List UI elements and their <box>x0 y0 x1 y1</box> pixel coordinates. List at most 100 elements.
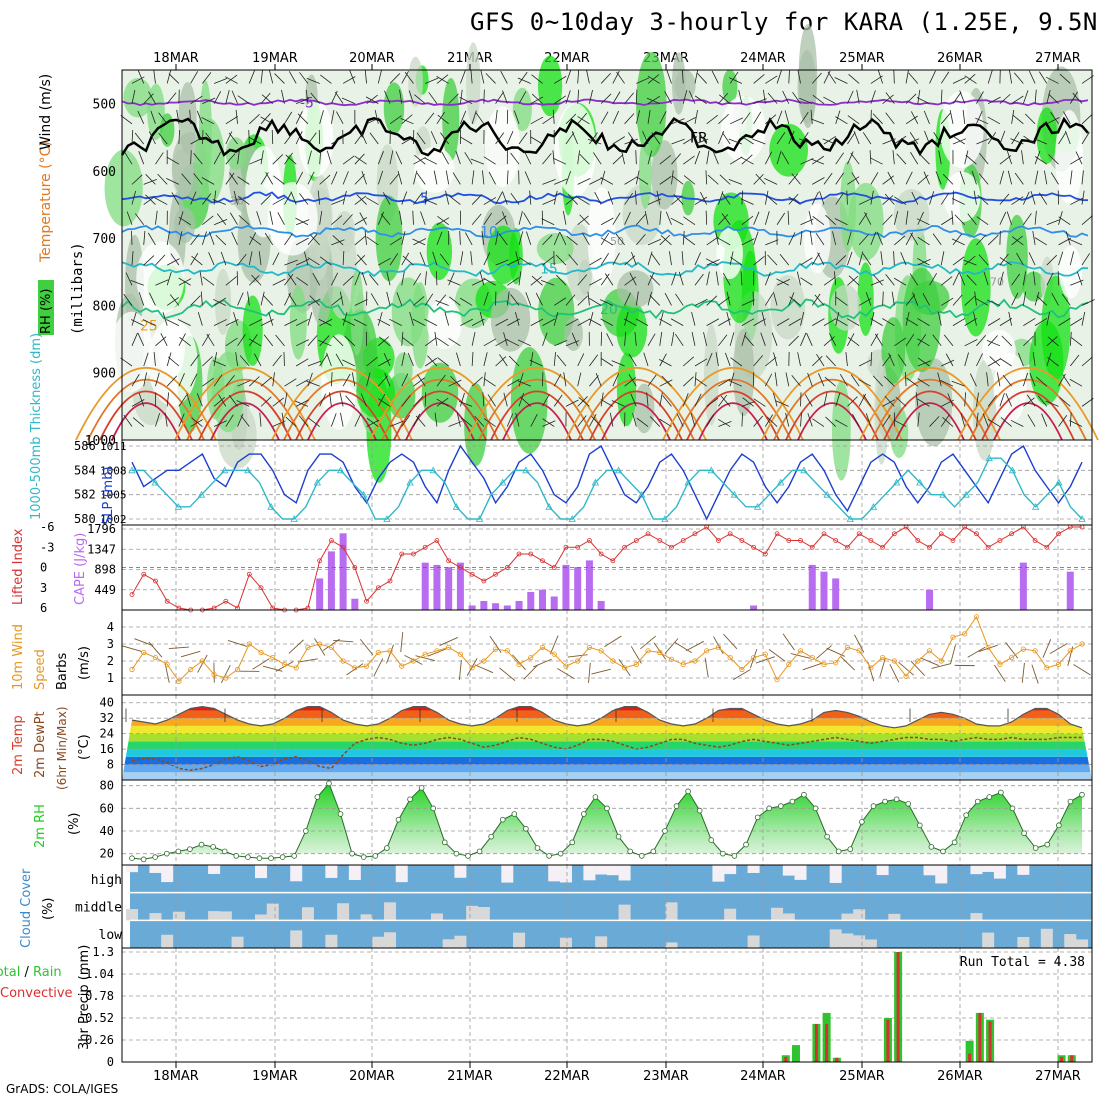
rh-point <box>337 811 344 817</box>
wind-barb <box>556 354 567 367</box>
wind-barb <box>858 251 864 266</box>
precip-rain-bar <box>988 1021 992 1062</box>
temperature-arch <box>773 378 891 441</box>
wind-barb <box>201 231 207 246</box>
wind-barb <box>460 110 467 124</box>
wind-barb <box>247 291 250 306</box>
wind-barb <box>1033 271 1036 286</box>
wind-barb <box>600 273 610 286</box>
cloud-clear-cell <box>1017 937 1030 948</box>
cloud-clear-cell <box>853 935 866 948</box>
wind-barb <box>556 274 567 286</box>
wind-barb <box>319 150 322 165</box>
wind-barb <box>460 318 473 326</box>
wind-barb <box>776 150 782 165</box>
wind-barb <box>436 374 446 387</box>
wind-barb <box>681 251 684 266</box>
wind-barb <box>166 92 177 104</box>
wind-barb <box>634 190 637 205</box>
wind-barb <box>395 151 403 165</box>
thickness-marker <box>591 478 600 486</box>
wind-barb <box>356 194 367 205</box>
wind10-axis-label-1: 10m Wind <box>11 624 26 690</box>
wind-barb <box>987 318 1001 326</box>
rh-point <box>221 848 228 855</box>
thickness-marker <box>753 502 762 510</box>
wind-barb <box>377 375 388 387</box>
wind-barb <box>976 335 986 347</box>
wind-barb <box>705 170 708 185</box>
wind-barb <box>600 177 614 185</box>
wind-barb <box>272 197 286 205</box>
wind-barb <box>319 210 323 225</box>
wind-barb <box>213 319 227 326</box>
wind-barb <box>168 73 180 84</box>
wind-barb <box>773 291 778 306</box>
wind-speed-point <box>715 644 722 651</box>
wind-barb <box>380 213 391 225</box>
wind-barb <box>137 70 145 84</box>
rh-shade <box>383 82 405 135</box>
wind-barb <box>417 374 426 387</box>
rh-shade <box>902 267 941 373</box>
rh-point <box>511 811 518 817</box>
wind-barb <box>824 376 836 387</box>
wind-barb <box>847 132 856 145</box>
wind-barb <box>788 69 790 84</box>
wind-barb <box>248 338 262 347</box>
wind-barb <box>870 231 877 246</box>
wind-barb <box>776 70 782 84</box>
rh-point <box>627 848 633 855</box>
wind-barb-10m <box>920 657 939 666</box>
wind-barb <box>1048 154 1059 165</box>
cloud-clear-cell <box>618 904 631 921</box>
wind-barb <box>665 211 672 225</box>
wind-barb <box>1045 76 1059 84</box>
wind-barb <box>664 292 672 306</box>
wind-barb <box>628 374 637 387</box>
cloud-clear-cell <box>1017 865 1030 875</box>
wind-barb <box>259 412 262 427</box>
wind-barb <box>669 251 672 266</box>
wind-barb <box>273 175 285 185</box>
wind-barb <box>436 74 449 84</box>
pressure-tick-label: 800 <box>93 299 116 314</box>
precip-tick-label: 0.52 <box>85 1011 114 1025</box>
wind-barb <box>233 190 238 205</box>
wind-barb <box>694 196 708 205</box>
wind-barb <box>412 318 426 326</box>
rh-shade <box>881 317 906 384</box>
wind-barb-10m <box>733 669 751 681</box>
wind-barb <box>464 152 473 165</box>
wind-barb <box>155 210 158 225</box>
cape-bar <box>597 600 605 610</box>
wind-barb <box>260 376 273 387</box>
wind-barb <box>872 375 883 387</box>
wind-barb <box>694 358 708 367</box>
wind-barb <box>600 93 612 104</box>
thickness-marker <box>336 466 345 474</box>
wind-barb <box>445 190 450 205</box>
wind-barb <box>1010 138 1024 145</box>
wind-barb <box>760 332 766 346</box>
wind-barb <box>741 136 754 145</box>
wind-barb <box>248 334 258 347</box>
temp-line <box>131 705 1083 729</box>
precip-tick-label: 0.78 <box>85 989 114 1003</box>
wind-barb <box>166 231 170 245</box>
dewpoint-line <box>131 736 1082 772</box>
wind-speed-point <box>809 654 815 661</box>
wind-barb <box>517 380 531 387</box>
wind-speed-point <box>833 660 839 666</box>
wind-barb <box>987 358 1001 367</box>
wind-barb <box>835 318 848 326</box>
wind-barb <box>940 112 951 125</box>
wind-barb <box>659 318 672 326</box>
wind-barb <box>835 296 848 306</box>
wind-barb <box>542 178 556 185</box>
wind-barb <box>647 374 657 387</box>
wind-barb <box>485 73 496 84</box>
wind-barb <box>951 238 965 246</box>
lifted-index-point <box>411 551 416 557</box>
wind-barb <box>788 318 802 326</box>
